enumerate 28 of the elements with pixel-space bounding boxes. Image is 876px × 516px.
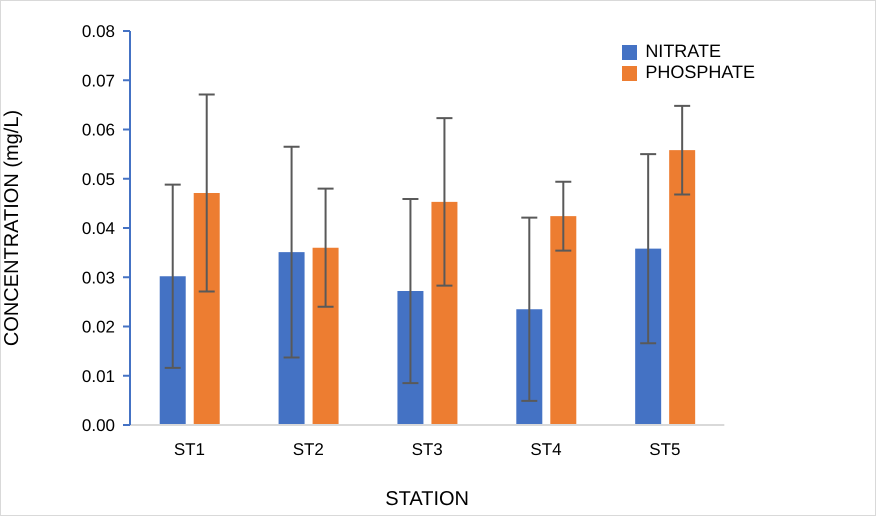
x-tick-label: ST1 — [174, 440, 206, 460]
y-tick-label: 0.04 — [82, 219, 115, 238]
bar — [635, 248, 662, 425]
legend-label: PHOSPHATE — [645, 62, 755, 82]
x-tick-label: ST2 — [292, 440, 324, 460]
legend-label: NITRATE — [645, 41, 721, 61]
y-tick-label: 0.02 — [82, 318, 115, 337]
bar — [278, 252, 305, 425]
x-tick-label: ST4 — [530, 440, 562, 460]
y-tick-label: 0.08 — [82, 22, 115, 42]
x-axis-title: STATION — [385, 488, 470, 510]
y-tick-label: 0.05 — [82, 170, 115, 189]
bar — [194, 193, 220, 425]
x-tick-label: ST5 — [649, 440, 680, 460]
bar — [312, 248, 339, 425]
y-tick-label: 0.00 — [82, 416, 115, 436]
bar — [431, 202, 458, 425]
bar — [669, 150, 696, 425]
y-tick-label: 0.06 — [82, 120, 115, 140]
bar — [160, 276, 186, 425]
y-axis-title: CONCENTRATION (mg/L) — [1, 110, 24, 346]
x-tick-label: ST3 — [412, 440, 443, 460]
bar — [550, 216, 576, 425]
y-tick-label: 0.07 — [82, 71, 115, 90]
bar — [516, 309, 542, 425]
bar — [397, 291, 424, 425]
y-tick-label: 0.01 — [82, 366, 115, 386]
y-tick-label: 0.03 — [82, 268, 115, 288]
